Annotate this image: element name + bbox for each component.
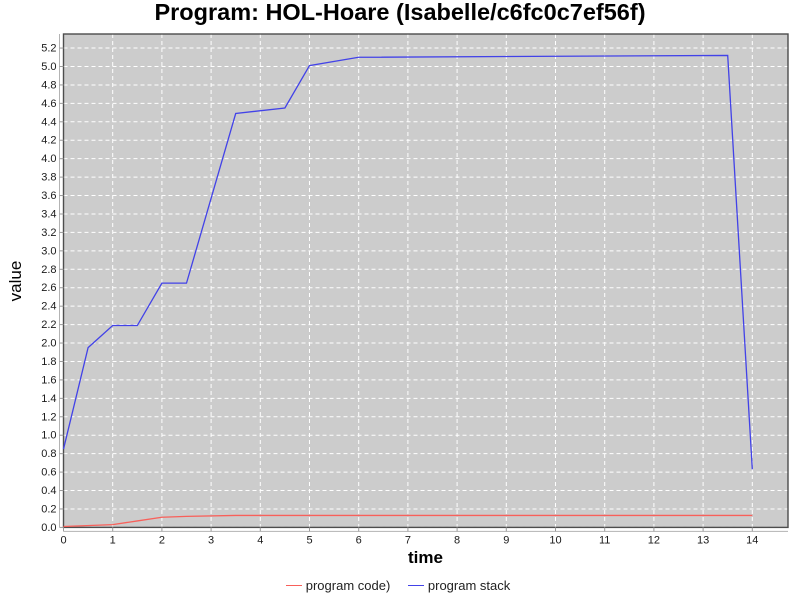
svg-text:0.0: 0.0: [41, 522, 56, 534]
svg-text:13: 13: [697, 534, 709, 546]
svg-text:4: 4: [257, 534, 263, 546]
svg-text:1.0: 1.0: [41, 430, 56, 442]
svg-text:2.0: 2.0: [41, 338, 56, 350]
svg-text:4.6: 4.6: [41, 98, 56, 110]
svg-text:2: 2: [159, 534, 165, 546]
svg-text:1.4: 1.4: [41, 393, 56, 405]
svg-text:2.2: 2.2: [41, 319, 56, 331]
svg-text:3.0: 3.0: [41, 245, 56, 257]
svg-text:3.4: 3.4: [41, 208, 56, 220]
svg-text:1: 1: [110, 534, 116, 546]
svg-text:5: 5: [306, 534, 312, 546]
svg-text:0.6: 0.6: [41, 467, 56, 479]
svg-text:4.8: 4.8: [41, 79, 56, 91]
svg-text:4.0: 4.0: [41, 153, 56, 165]
svg-text:0: 0: [60, 534, 66, 546]
svg-text:5.0: 5.0: [41, 61, 56, 73]
svg-text:3.8: 3.8: [41, 172, 56, 184]
svg-text:3.2: 3.2: [41, 227, 56, 239]
svg-text:4.4: 4.4: [41, 116, 56, 128]
svg-text:0.2: 0.2: [41, 503, 56, 515]
svg-text:6: 6: [356, 534, 362, 546]
svg-text:0.8: 0.8: [41, 448, 56, 460]
svg-text:4.2: 4.2: [41, 135, 56, 147]
svg-text:9: 9: [503, 534, 509, 546]
svg-text:3.6: 3.6: [41, 190, 56, 202]
svg-text:3: 3: [208, 534, 214, 546]
svg-text:11: 11: [599, 534, 610, 546]
svg-text:2.6: 2.6: [41, 282, 56, 294]
svg-text:2.8: 2.8: [41, 264, 56, 276]
svg-text:7: 7: [405, 534, 411, 546]
svg-text:1.6: 1.6: [41, 374, 56, 386]
svg-text:2.4: 2.4: [41, 301, 56, 313]
svg-text:0.4: 0.4: [41, 485, 56, 497]
svg-text:12: 12: [648, 534, 660, 546]
svg-text:10: 10: [549, 534, 561, 546]
svg-text:8: 8: [454, 534, 460, 546]
svg-text:5.2: 5.2: [41, 43, 56, 55]
svg-text:1.8: 1.8: [41, 356, 56, 368]
svg-text:1.2: 1.2: [41, 411, 56, 423]
svg-text:14: 14: [746, 534, 758, 546]
